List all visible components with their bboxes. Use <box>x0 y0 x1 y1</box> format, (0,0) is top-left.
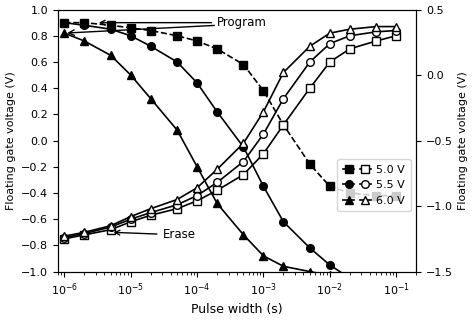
Y-axis label: Floating gate voltage (V): Floating gate voltage (V) <box>6 71 16 210</box>
Text: Program: Program <box>100 16 267 29</box>
Y-axis label: Floating gate voltage (V): Floating gate voltage (V) <box>458 71 468 210</box>
Legend: 5.0 V, 5.5 V, 6.0 V: 5.0 V, 5.5 V, 6.0 V <box>337 159 410 211</box>
X-axis label: Pulse width (s): Pulse width (s) <box>191 303 283 317</box>
Text: Erase: Erase <box>115 228 195 242</box>
